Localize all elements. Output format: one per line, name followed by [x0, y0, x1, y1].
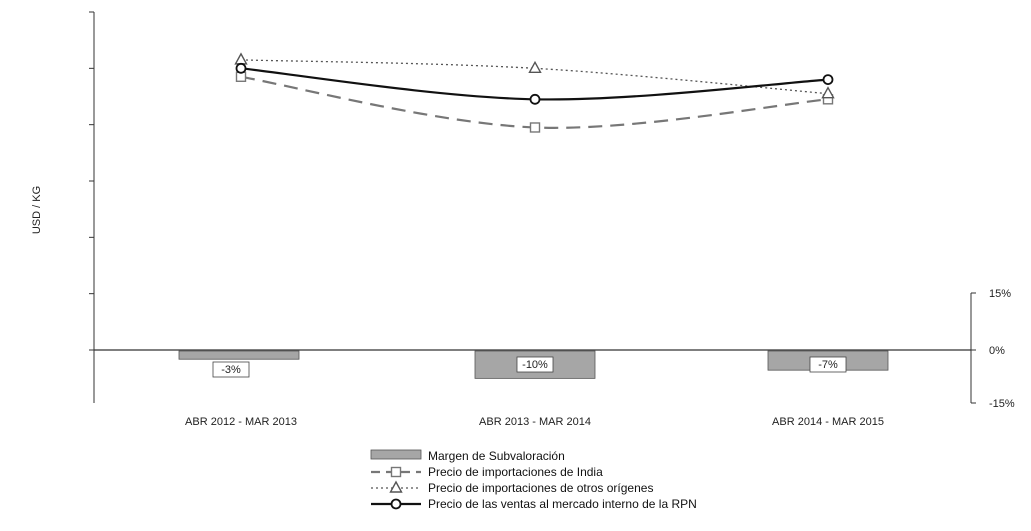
bars: -3% -10% -7%: [178, 350, 889, 379]
bar-label-box: [212, 361, 250, 378]
x-tick-label: ABR 2012 - MAR 2013: [185, 416, 297, 428]
legend-label: Precio de importaciones de otros orígene…: [428, 481, 653, 495]
series-point: [528, 60, 542, 74]
legend-label: Precio de las ventas al mercado interno …: [428, 497, 697, 511]
secondary-y-tick-label: -15%: [989, 398, 1015, 410]
tick-labels: 15% 0% -15% ABR 2012 - MAR 2013 ABR 2013 - M…: [185, 288, 1015, 428]
series-point: [235, 62, 247, 74]
legend-label: Precio de importaciones de India: [428, 465, 603, 479]
bar: [178, 350, 300, 360]
series-point: [234, 52, 248, 65]
legend: Margen de Subvaloración Precio de importa…: [370, 449, 697, 511]
bar-data-label: -7%: [818, 359, 838, 371]
series-point: [529, 122, 541, 133]
series-lines: [234, 52, 835, 133]
series-point: [390, 498, 402, 510]
bar-data-label: -3%: [221, 364, 241, 376]
secondary-y-tick-label: 0%: [989, 345, 1005, 357]
series-point: [390, 466, 402, 478]
series-point: [529, 93, 541, 105]
legend-label: Margen de Subvaloración: [428, 449, 565, 463]
series-point: [822, 74, 834, 85]
legend-swatch-bar: [370, 449, 422, 460]
bar-label-box: [516, 356, 554, 373]
bar-label-box: [809, 356, 847, 373]
secondary-y-tick-label: 15%: [989, 288, 1011, 300]
bar-data-label: -10%: [522, 359, 548, 371]
series-point: [389, 480, 403, 493]
x-tick-label: ABR 2013 - MAR 2014: [479, 416, 591, 428]
axes: [89, 11, 976, 404]
series-point: [821, 86, 835, 99]
y-axis-label: USD / KG: [31, 186, 43, 234]
series-line: [240, 59, 829, 95]
x-tick-label: ABR 2014 - MAR 2015: [772, 416, 884, 428]
